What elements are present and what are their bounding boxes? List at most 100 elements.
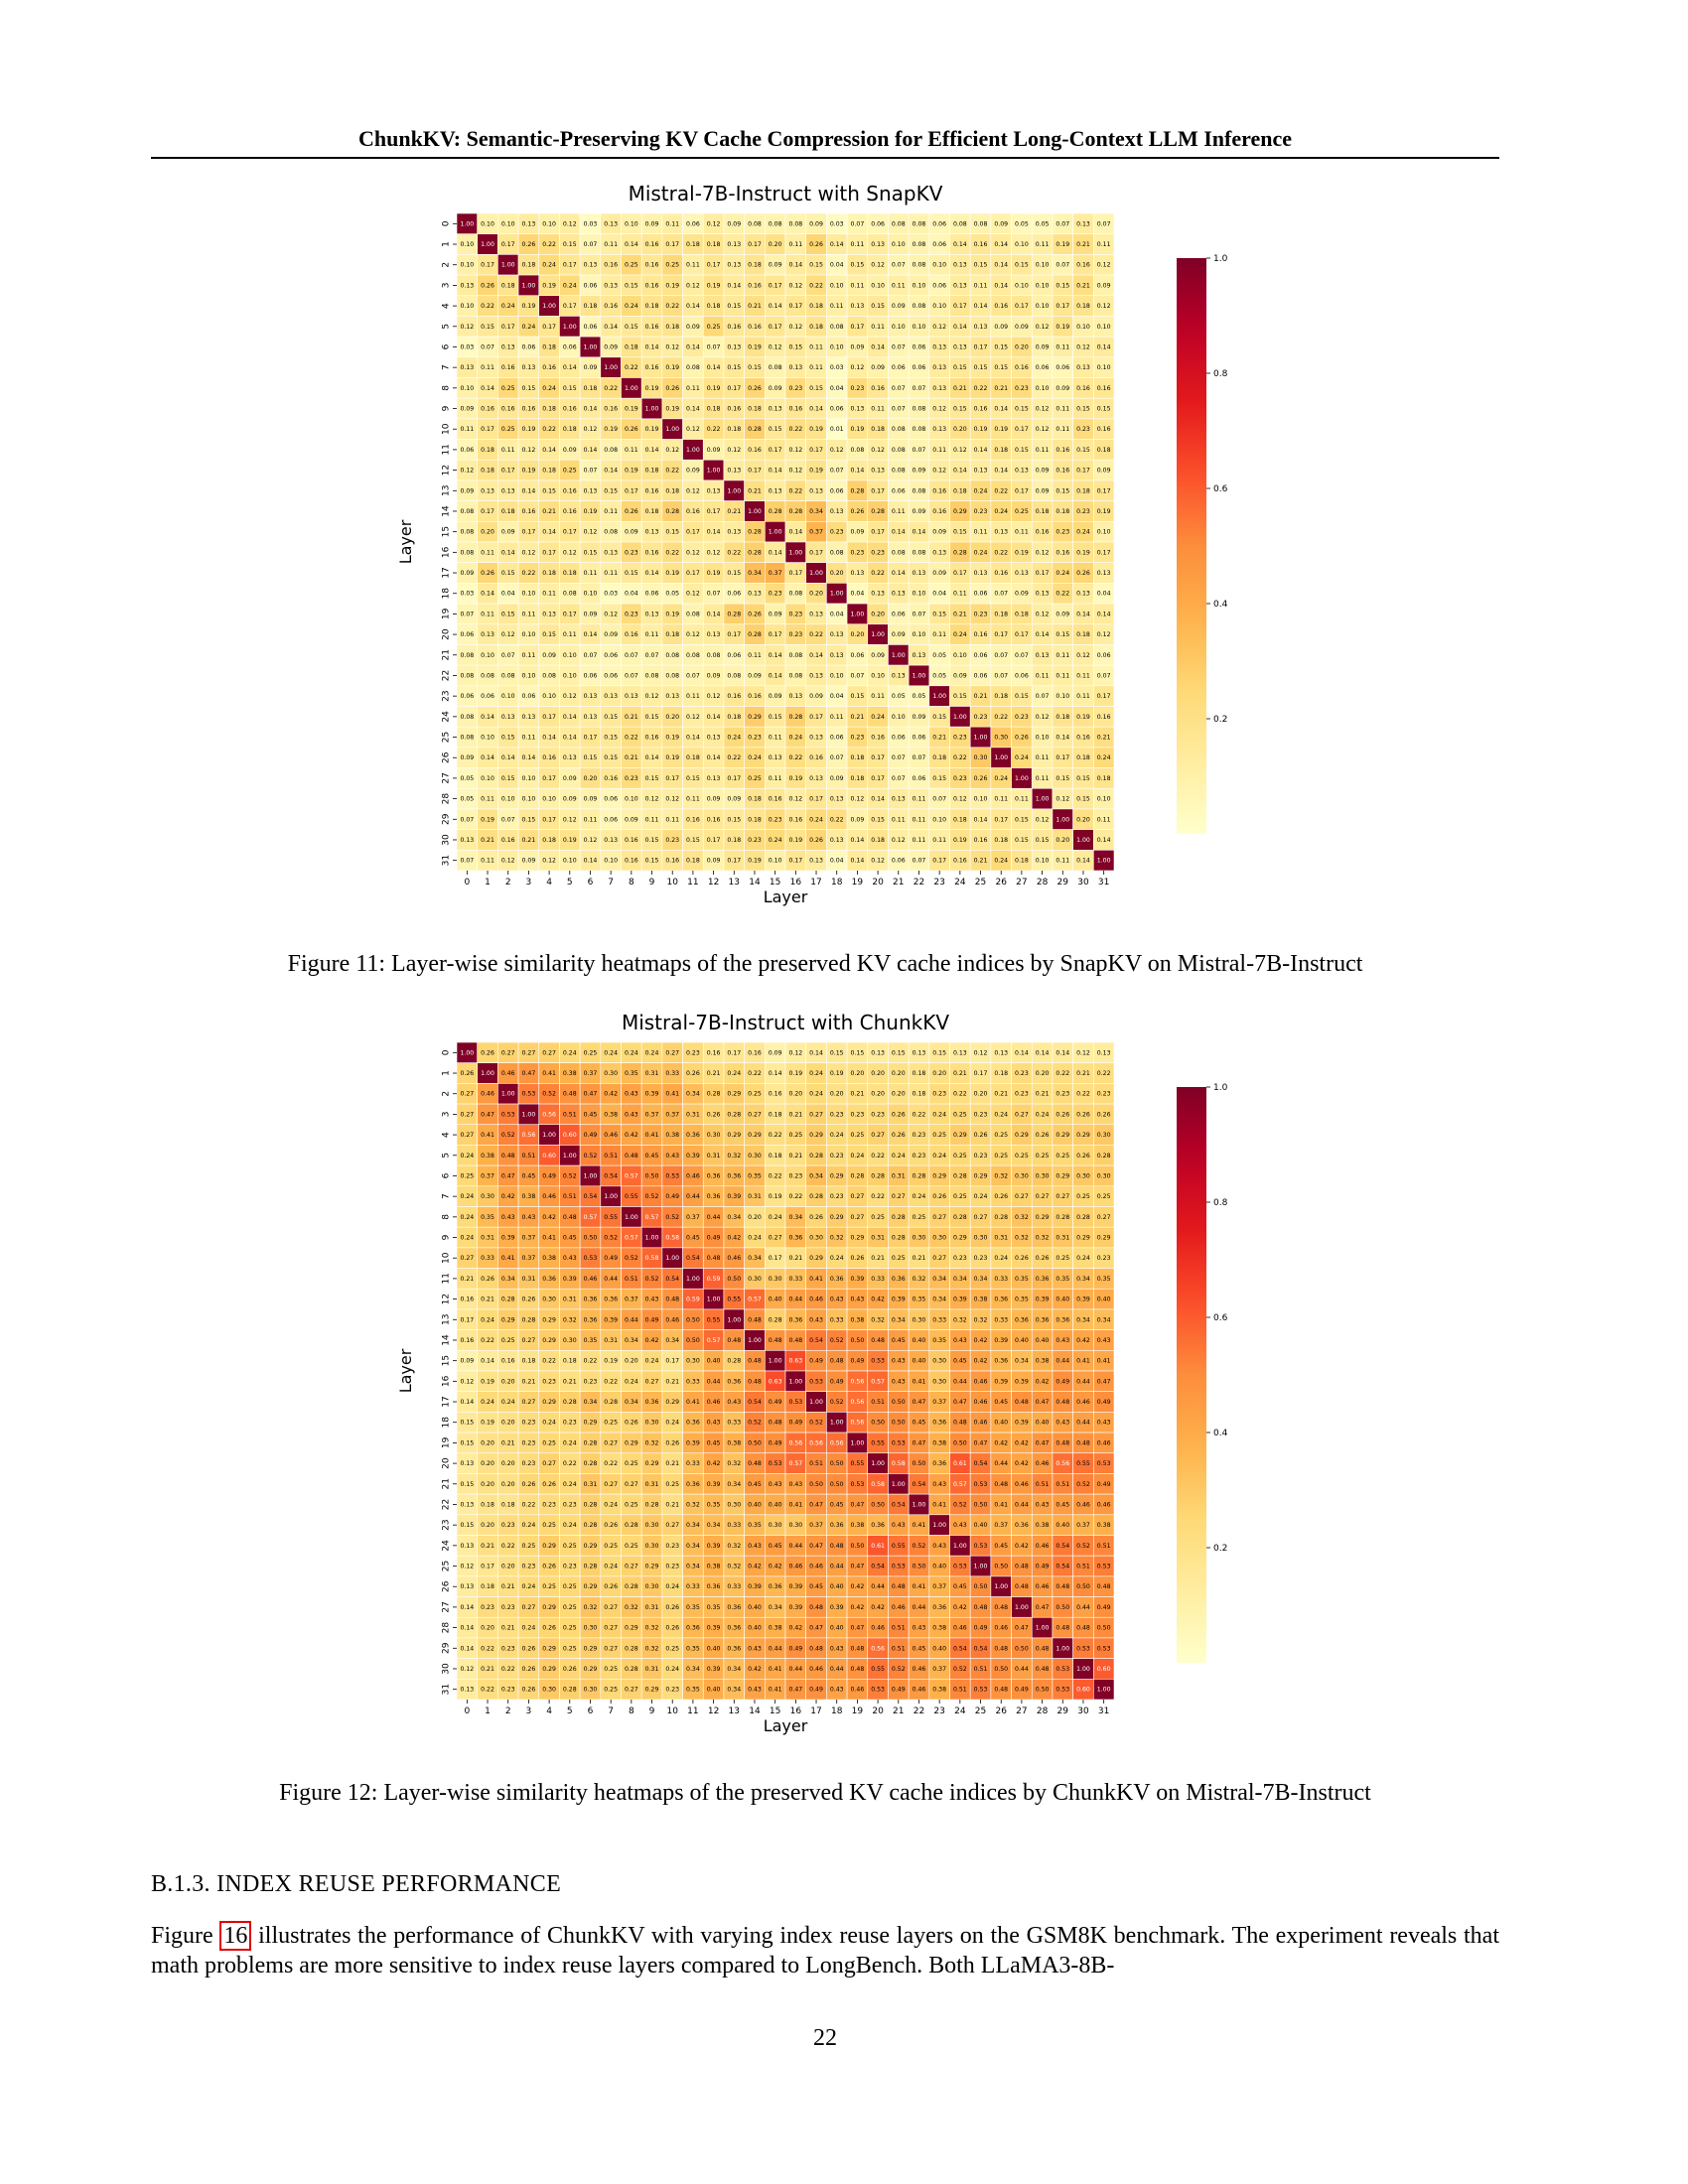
x-tick-label: 2 [505, 1706, 511, 1716]
cell-value-label: 1.00 [1055, 816, 1069, 823]
cell-value-label: 0.42 [769, 1564, 782, 1570]
cell-value-label: 0.06 [604, 816, 618, 823]
cell-value-label: 0.13 [460, 837, 474, 844]
cell-value-label: 0.13 [851, 406, 865, 413]
cell-value-label: 0.53 [953, 1564, 967, 1570]
cell-value-label: 0.25 [665, 1645, 679, 1652]
cell-value-label: 0.16 [645, 364, 659, 371]
y-tick-label: 30 [442, 1663, 452, 1675]
x-tick-label: 24 [954, 878, 966, 887]
cell-value-label: 0.31 [522, 1276, 536, 1283]
cell-value-label: 0.15 [1015, 816, 1029, 823]
cell-value-label: 0.53 [892, 1564, 906, 1570]
cell-value-label: 0.39 [563, 1276, 577, 1283]
cell-value-label: 0.34 [686, 1091, 700, 1098]
cell-value-label: 0.14 [1055, 1049, 1069, 1056]
cell-value-label: 0.14 [481, 1358, 494, 1365]
section-title: INDEX REUSE PERFORMANCE [216, 1871, 561, 1897]
cell-value-label: 1.00 [1036, 1625, 1050, 1632]
cell-value-label: 0.42 [974, 1337, 988, 1344]
cell-value-label: 0.17 [542, 714, 556, 721]
cell-value-label: 0.27 [625, 1564, 638, 1570]
cell-value-label: 0.13 [892, 672, 906, 679]
cell-value-label: 0.29 [542, 1645, 556, 1652]
cell-value-label: 0.24 [481, 1399, 494, 1406]
cell-value-label: 0.11 [1036, 241, 1050, 248]
cell-value-label: 0.12 [1097, 262, 1111, 269]
cell-value-label: 0.40 [932, 1564, 946, 1570]
cell-value-label: 0.21 [1076, 1070, 1090, 1077]
cell-value-label: 0.08 [913, 220, 926, 227]
cell-value-label: 0.10 [871, 672, 885, 679]
cell-value-label: 0.21 [871, 1255, 885, 1262]
cell-value-label: 0.24 [932, 1153, 946, 1160]
cell-value-label: 0.24 [1055, 570, 1069, 577]
cell-value-label: 0.09 [932, 529, 946, 536]
cell-value-label: 0.25 [1076, 1193, 1090, 1200]
cell-value-label: 0.29 [830, 1214, 844, 1221]
cell-value-label: 0.17 [769, 324, 782, 331]
cell-value-label: 0.09 [727, 796, 741, 803]
cell-value-label: 0.09 [707, 672, 721, 679]
cell-value-label: 0.26 [892, 1111, 906, 1118]
cell-value-label: 0.56 [542, 1111, 556, 1118]
cell-value-label: 0.11 [994, 796, 1008, 803]
cell-value-label: 0.20 [892, 1091, 906, 1098]
cell-value-label: 0.34 [788, 1214, 802, 1221]
cell-value-label: 0.25 [584, 1049, 598, 1056]
cell-value-label: 0.32 [686, 1501, 700, 1508]
cell-value-label: 0.52 [748, 1420, 762, 1427]
cell-value-label: 0.08 [604, 529, 618, 536]
cell-value-label: 0.28 [584, 1564, 598, 1570]
cell-value-label: 0.40 [748, 1625, 762, 1632]
cell-value-label: 0.14 [994, 241, 1008, 248]
cell-value-label: 0.13 [1015, 468, 1029, 475]
cell-value-label: 0.46 [481, 1091, 494, 1098]
cell-value-label: 0.30 [1036, 1172, 1050, 1179]
cell-value-label: 0.26 [809, 837, 823, 844]
figure-reference-link[interactable]: 16 [219, 1921, 252, 1951]
y-tick-label: 7 [442, 364, 452, 370]
cell-value-label: 0.41 [932, 1501, 946, 1508]
cell-value-label: 0.13 [460, 1687, 474, 1694]
cell-value-label: 0.18 [727, 837, 741, 844]
cell-value-label: 0.14 [645, 447, 659, 454]
cell-value-label: 0.22 [481, 1687, 494, 1694]
cell-value-label: 0.53 [1055, 1666, 1069, 1673]
cell-value-label: 0.06 [1097, 652, 1111, 659]
cell-value-label: 0.10 [563, 858, 577, 865]
cell-value-label: 0.18 [748, 262, 762, 269]
cell-value-label: 0.15 [460, 1481, 474, 1488]
cell-value-label: 0.09 [871, 652, 885, 659]
cell-value-label: 0.42 [1015, 1543, 1029, 1550]
cell-value-label: 0.51 [1036, 1481, 1050, 1488]
cell-value-label: 0.43 [892, 1378, 906, 1385]
y-tick-label: 6 [442, 343, 452, 349]
cell-value-label: 0.09 [584, 796, 598, 803]
cell-value-label: 0.52 [501, 1132, 515, 1139]
cell-value-label: 0.49 [769, 1439, 782, 1446]
y-tick-label: 19 [442, 1436, 452, 1448]
cell-value-label: 0.50 [913, 1564, 926, 1570]
cell-value-label: 0.08 [563, 591, 577, 598]
cell-value-label: 0.50 [748, 1439, 762, 1446]
cell-value-label: 1.00 [769, 1358, 782, 1365]
cell-value-label: 0.46 [1036, 1460, 1050, 1467]
cell-value-label: 0.23 [1055, 1091, 1069, 1098]
cell-value-label: 0.09 [686, 324, 700, 331]
cell-value-label: 0.11 [769, 775, 782, 782]
cell-value-label: 0.38 [1097, 1522, 1111, 1529]
cell-value-label: 0.48 [994, 1481, 1008, 1488]
cell-value-label: 0.60 [1097, 1666, 1111, 1673]
cell-value-label: 0.35 [686, 1645, 700, 1652]
cell-value-label: 0.35 [686, 1604, 700, 1611]
cell-value-label: 0.48 [1036, 1645, 1050, 1652]
cell-value-label: 0.16 [1055, 468, 1069, 475]
cell-value-label: 0.51 [1097, 1543, 1111, 1550]
cell-value-label: 0.13 [953, 343, 967, 350]
cell-value-label: 0.18 [748, 816, 762, 823]
cell-value-label: 0.14 [563, 714, 577, 721]
cell-value-label: 0.31 [645, 1481, 659, 1488]
cell-value-label: 0.09 [892, 631, 906, 638]
